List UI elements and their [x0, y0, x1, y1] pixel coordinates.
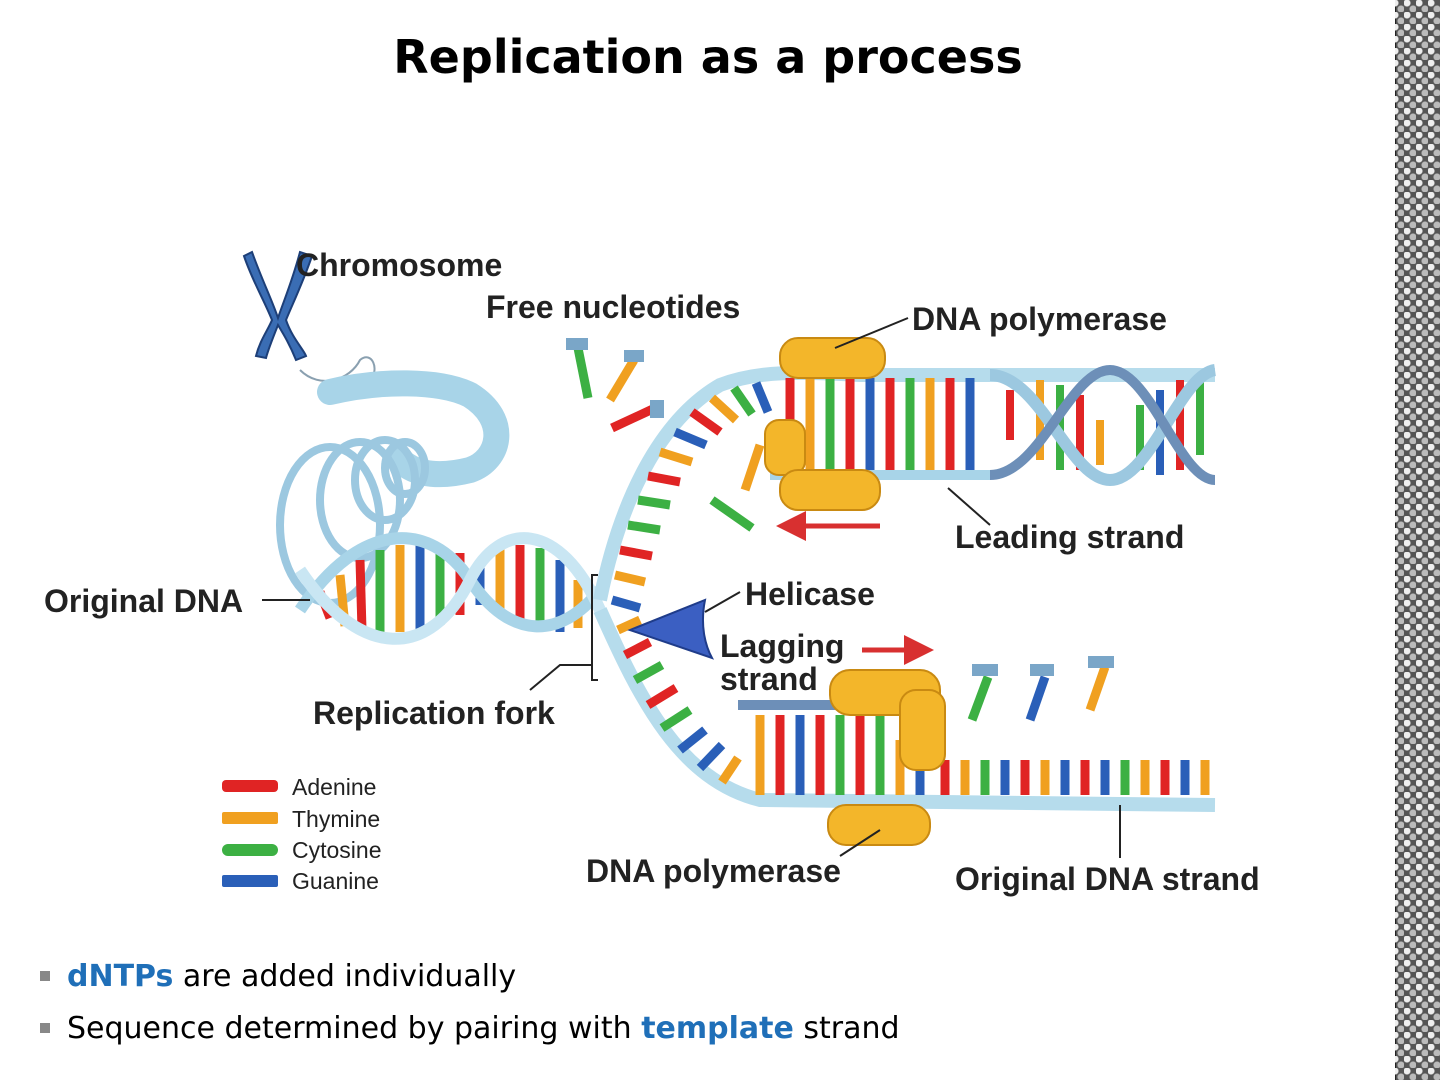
original-dna-helix [300, 538, 600, 639]
legend-label-guanine: Guanine [292, 868, 379, 894]
free-nucleotides-bottom [972, 656, 1114, 720]
bullet-item: dNTPs are added individually [40, 950, 900, 1002]
bullet-item: Sequence determined by pairing with temp… [40, 1002, 900, 1054]
bullet-square-icon [40, 971, 50, 981]
dna-replication-diagram: Chromosome Free nucleotides DNA polymera… [0, 0, 1392, 1080]
label-dna-polymerase-top: DNA polymerase [912, 301, 1167, 337]
bullet-list: dNTPs are added individually Sequence de… [40, 950, 900, 1054]
legend-swatch-adenine [222, 780, 278, 792]
label-chromosome: Chromosome [296, 247, 502, 283]
legend-swatch-thymine [222, 812, 278, 824]
bullet-square-icon [40, 1023, 50, 1033]
legend-label-cytosine: Cytosine [292, 837, 381, 863]
legend-swatch-guanine [222, 875, 278, 887]
label-free-nucleotides: Free nucleotides [486, 289, 740, 325]
label-dna-polymerase-bottom: DNA polymerase [586, 853, 841, 889]
label-leading-strand: Leading strand [955, 519, 1184, 555]
legend-label-adenine: Adenine [292, 774, 376, 800]
legend: Adenine Thymine Cytosine Guanine [222, 774, 381, 894]
bullet-text-prefix: Sequence determined by pairing with [67, 1011, 641, 1046]
label-helicase: Helicase [745, 576, 875, 612]
dna-polymerase-bottom [828, 670, 945, 845]
upper-helix [990, 370, 1215, 480]
decorative-side-border [1392, 0, 1440, 1080]
label-lagging: Lagging [720, 628, 844, 664]
highlight-dntps: dNTPs [67, 959, 173, 994]
legend-label-thymine: Thymine [292, 806, 380, 832]
bullet-text: are added individually [173, 959, 516, 994]
legend-swatch-cytosine [222, 844, 278, 856]
label-original-dna-strand: Original DNA strand [955, 861, 1260, 897]
label-lagging-strand: strand [720, 661, 818, 697]
bullet-text-suffix: strand [794, 1011, 900, 1046]
label-replication-fork: Replication fork [313, 695, 555, 731]
label-original-dna: Original DNA [44, 583, 243, 619]
leading-region-bases [790, 378, 970, 470]
lagging-region-bases [760, 715, 1205, 795]
highlight-template: template [641, 1011, 794, 1046]
